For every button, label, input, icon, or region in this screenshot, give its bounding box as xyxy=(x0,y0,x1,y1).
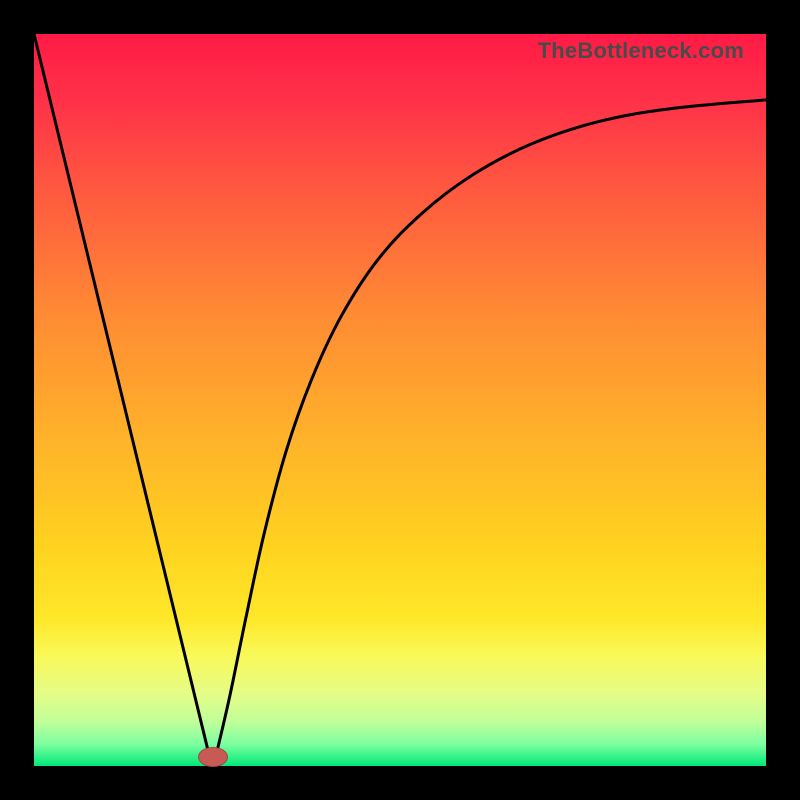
watermark-text: TheBottleneck.com xyxy=(538,38,744,63)
watermark: TheBottleneck.com xyxy=(538,38,744,64)
curve-layer xyxy=(34,34,766,766)
chart-frame: TheBottleneck.com xyxy=(0,0,800,800)
bottleneck-curve xyxy=(34,34,766,751)
plot-area xyxy=(34,34,766,766)
min-marker xyxy=(198,747,228,767)
